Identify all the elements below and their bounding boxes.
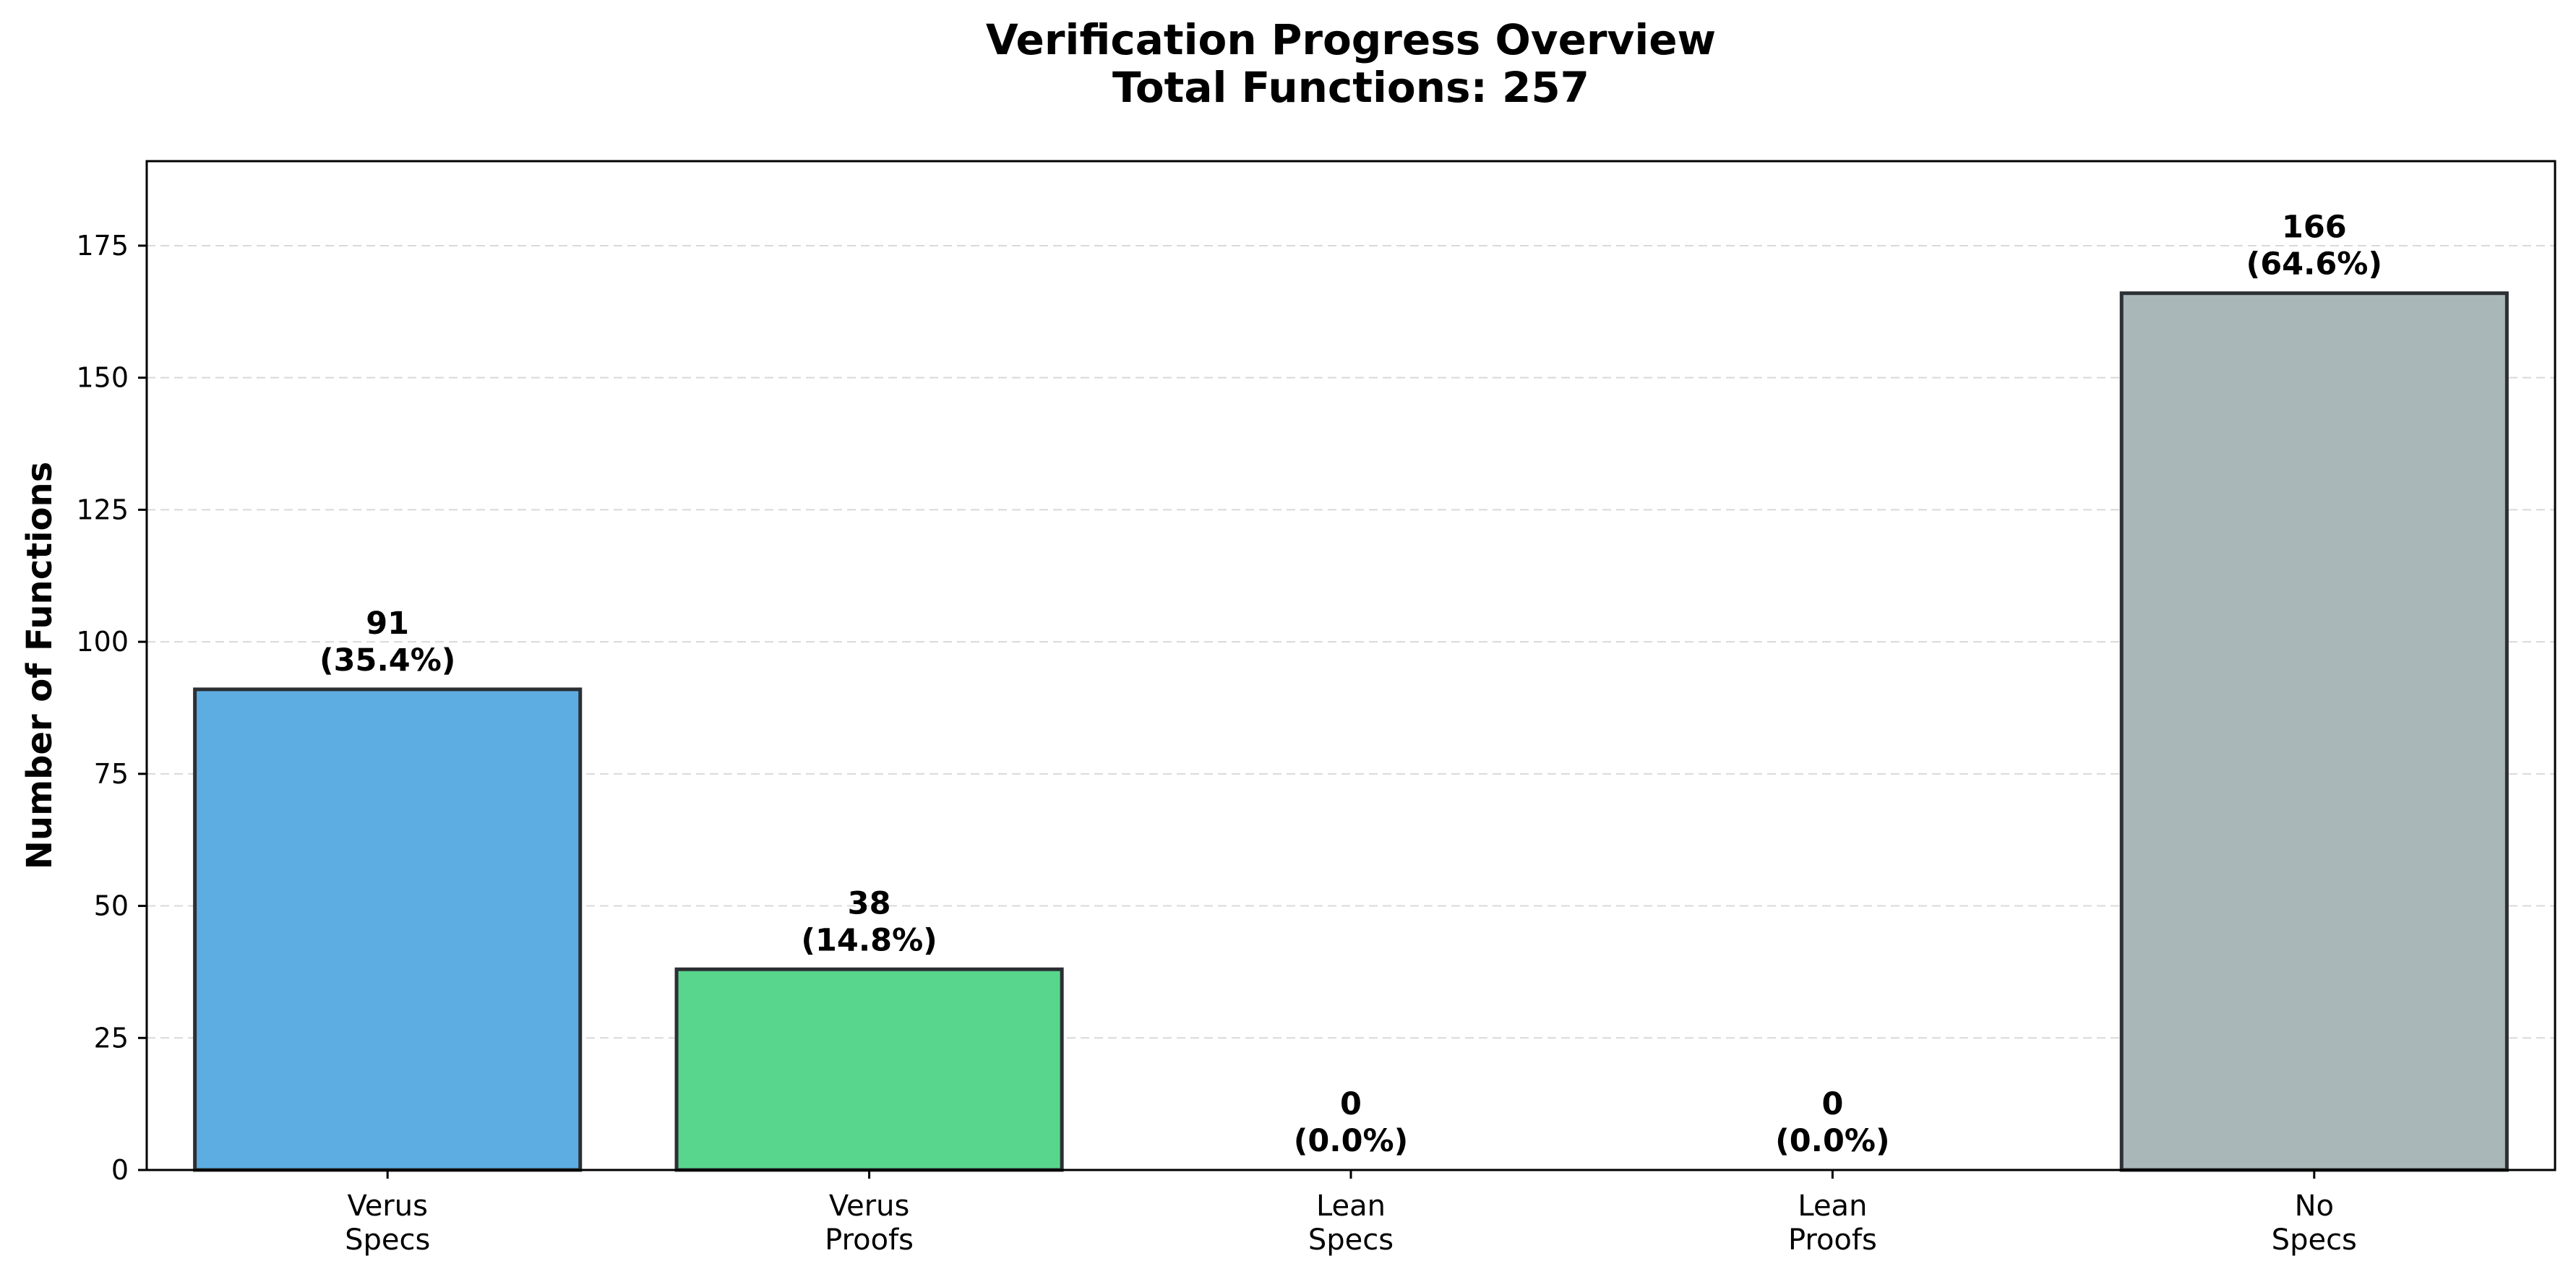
y-tick-label: 100 — [76, 626, 129, 658]
y-tick-label: 75 — [94, 758, 129, 790]
data-label-percent: (0.0%) — [1294, 1123, 1409, 1159]
x-tick-label: Specs — [1308, 1223, 1394, 1257]
data-label-value: 91 — [366, 606, 409, 642]
x-tick-label: Specs — [2272, 1223, 2357, 1257]
data-labels: 91(35.4%)38(14.8%)0(0.0%)0(0.0%)166(64.6… — [319, 210, 2382, 1159]
x-tick-label: Lean — [1316, 1189, 1386, 1223]
y-tick-label: 0 — [111, 1154, 129, 1186]
x-tick-label: Verus — [829, 1189, 910, 1223]
y-axis-ticks: 0 25 50 75 100 125 150 175 — [76, 230, 147, 1186]
x-axis-ticks: VerusSpecsVerusProofsLeanSpecsLeanProofs… — [345, 1170, 2357, 1257]
bar — [674, 967, 1064, 1172]
bar — [2119, 291, 2509, 1172]
data-label-percent: (0.0%) — [1775, 1123, 1890, 1159]
x-tick-label: Proofs — [1788, 1223, 1877, 1257]
y-tick-label: 125 — [76, 494, 129, 525]
chart-title: Verification Progress Overview — [986, 15, 1716, 64]
data-label-value: 0 — [1821, 1086, 1843, 1122]
x-tick-label: Specs — [345, 1223, 430, 1257]
y-tick-label: 150 — [76, 362, 129, 394]
x-tick-label: No — [2295, 1189, 2334, 1223]
data-label-percent: (35.4%) — [319, 642, 455, 679]
data-label-percent: (64.6%) — [2246, 246, 2382, 283]
data-label-value: 166 — [2282, 210, 2347, 246]
x-tick-label: Lean — [1798, 1189, 1867, 1223]
y-tick-label: 175 — [76, 230, 129, 262]
bar — [193, 687, 583, 1172]
bars — [193, 291, 2509, 1172]
y-tick-label: 25 — [94, 1022, 129, 1054]
data-label-percent: (14.8%) — [801, 922, 937, 958]
x-tick-label: Proofs — [825, 1223, 914, 1257]
y-tick-label: 50 — [94, 890, 129, 922]
x-tick-label: Verus — [347, 1189, 428, 1223]
chart-subtitle: Total Functions: 257 — [1112, 63, 1589, 112]
data-label-value: 0 — [1340, 1086, 1362, 1122]
y-axis-label: Number of Functions — [20, 462, 60, 870]
data-label-value: 38 — [848, 885, 891, 921]
